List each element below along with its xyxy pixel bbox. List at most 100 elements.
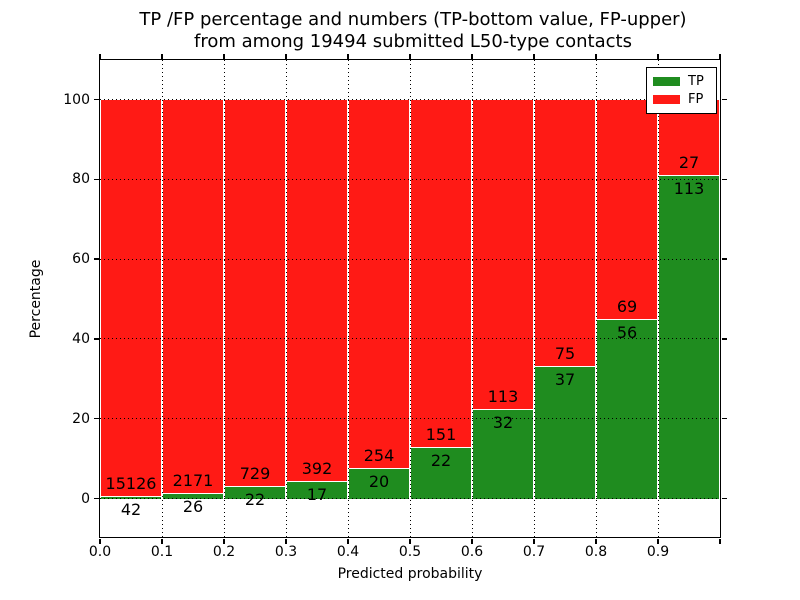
bar-column bbox=[658, 99, 720, 499]
x-tick-label: 0.9 bbox=[646, 544, 670, 560]
y-tick-mark-right bbox=[721, 417, 727, 420]
vertical-gridline bbox=[223, 60, 225, 537]
x-tick-mark bbox=[657, 538, 659, 544]
x-tick-label: 0.7 bbox=[522, 544, 546, 560]
x-tick-label: 0.3 bbox=[274, 544, 298, 560]
y-tick-mark bbox=[93, 338, 99, 340]
y-tick-mark bbox=[93, 98, 99, 101]
x-tick-label: 0.2 bbox=[212, 544, 236, 560]
y-tick-mark-right bbox=[721, 338, 727, 340]
bar-segment-fp bbox=[349, 99, 409, 469]
horizontal-gridline bbox=[100, 178, 720, 180]
x-tick-mark bbox=[161, 538, 163, 544]
x-tick-mark-top bbox=[409, 53, 411, 59]
bar-column bbox=[348, 99, 410, 499]
tp-count-label: 56 bbox=[616, 322, 638, 342]
y-tick-mark-right bbox=[721, 98, 727, 101]
vertical-gridline bbox=[595, 60, 597, 537]
bar-segment-tp bbox=[411, 447, 471, 499]
bar-column bbox=[224, 99, 286, 499]
x-tick-mark-top bbox=[161, 53, 163, 59]
x-tick-mark-top bbox=[657, 53, 659, 59]
bar-column bbox=[162, 99, 224, 499]
bar-segment-tp bbox=[473, 410, 533, 499]
x-tick-mark bbox=[533, 538, 535, 544]
y-tick-mark-right bbox=[721, 497, 727, 500]
x-tick-mark bbox=[223, 538, 225, 544]
bar-segment-fp bbox=[473, 99, 533, 410]
fp-count-label: 69 bbox=[616, 296, 638, 316]
fp-legend-swatch bbox=[653, 95, 680, 104]
tp-count-label: 17 bbox=[306, 484, 328, 504]
legend-entry-label: FP bbox=[688, 92, 704, 107]
chart-title-line1: TP /FP percentage and numbers (TP-bottom… bbox=[139, 9, 687, 30]
bar-segment-fp bbox=[597, 99, 657, 319]
bar-column bbox=[596, 99, 658, 499]
bar-segment-tp bbox=[659, 176, 719, 499]
bar-segment-tp bbox=[597, 319, 657, 499]
x-axis-label: Predicted probability bbox=[337, 566, 483, 582]
y-axis-label: Percentage bbox=[28, 259, 44, 339]
y-tick-mark bbox=[93, 417, 99, 420]
vertical-gridline bbox=[471, 60, 473, 537]
x-tick-mark bbox=[719, 538, 721, 544]
fp-count-label: 151 bbox=[425, 424, 457, 444]
x-tick-mark bbox=[595, 538, 597, 544]
x-tick-mark-top bbox=[533, 53, 535, 59]
bar-segment-tp bbox=[163, 493, 223, 499]
bar-segment-fp bbox=[287, 99, 347, 481]
x-tick-mark bbox=[347, 538, 349, 544]
chart-title-line2: from among 19494 submitted L50-type cont… bbox=[194, 31, 632, 52]
x-tick-mark-top bbox=[99, 53, 101, 59]
tp-count-label: 20 bbox=[368, 472, 390, 492]
legend-entry: FP bbox=[653, 93, 710, 106]
x-tick-mark-top bbox=[719, 53, 721, 59]
x-tick-label: 0.0 bbox=[88, 544, 112, 560]
vertical-gridline bbox=[409, 60, 411, 537]
plot-area: 15126 42 2171 26 729 22 392 17 254 20 151 22 113 32 75… bbox=[99, 59, 721, 538]
x-tick-mark bbox=[99, 538, 101, 544]
x-tick-mark-top bbox=[223, 53, 225, 59]
bar-segment-fp bbox=[101, 99, 161, 497]
x-tick-mark-top bbox=[595, 53, 597, 59]
vertical-gridline bbox=[347, 60, 349, 537]
y-tick-mark-right bbox=[721, 258, 727, 260]
x-tick-mark bbox=[409, 538, 411, 544]
vertical-gridline bbox=[533, 60, 535, 537]
bar-segment-tp bbox=[287, 481, 347, 499]
fp-count-label: 113 bbox=[487, 387, 519, 407]
horizontal-gridline bbox=[100, 99, 720, 100]
legend-entry-label: TP bbox=[688, 74, 704, 89]
bar-segment-tp bbox=[535, 366, 595, 499]
tp-count-label: 22 bbox=[244, 489, 266, 509]
x-tick-mark-top bbox=[285, 53, 287, 59]
bar-column bbox=[472, 99, 534, 499]
y-tick-label: 20 bbox=[72, 410, 90, 427]
vertical-gridline bbox=[161, 60, 163, 537]
legend: TP FP bbox=[646, 67, 717, 114]
y-tick-mark bbox=[93, 258, 99, 260]
bar-column bbox=[410, 99, 472, 499]
bar-segment-fp bbox=[411, 99, 471, 447]
y-tick-mark bbox=[93, 497, 99, 500]
vertical-gridline bbox=[285, 60, 287, 537]
y-tick-label: 40 bbox=[72, 330, 90, 347]
x-tick-mark bbox=[471, 538, 473, 544]
y-tick-label: 100 bbox=[63, 91, 90, 108]
fp-count-label: 75 bbox=[554, 343, 576, 363]
tp-count-label: 42 bbox=[120, 500, 142, 520]
y-tick-label: 60 bbox=[72, 251, 90, 268]
horizontal-gridline bbox=[100, 418, 720, 420]
tp-count-label: 113 bbox=[673, 179, 705, 199]
fp-count-label: 254 bbox=[363, 446, 395, 466]
horizontal-gridline bbox=[100, 338, 720, 340]
x-tick-label: 0.4 bbox=[336, 544, 360, 560]
fp-count-label: 729 bbox=[239, 463, 271, 483]
bar-segment-tp bbox=[225, 486, 285, 499]
vertical-gridline bbox=[657, 60, 659, 537]
bar-segment-tp bbox=[349, 469, 409, 499]
horizontal-gridline bbox=[100, 498, 720, 499]
tp-count-label: 37 bbox=[554, 369, 576, 389]
bar-segment-tp bbox=[101, 497, 161, 499]
